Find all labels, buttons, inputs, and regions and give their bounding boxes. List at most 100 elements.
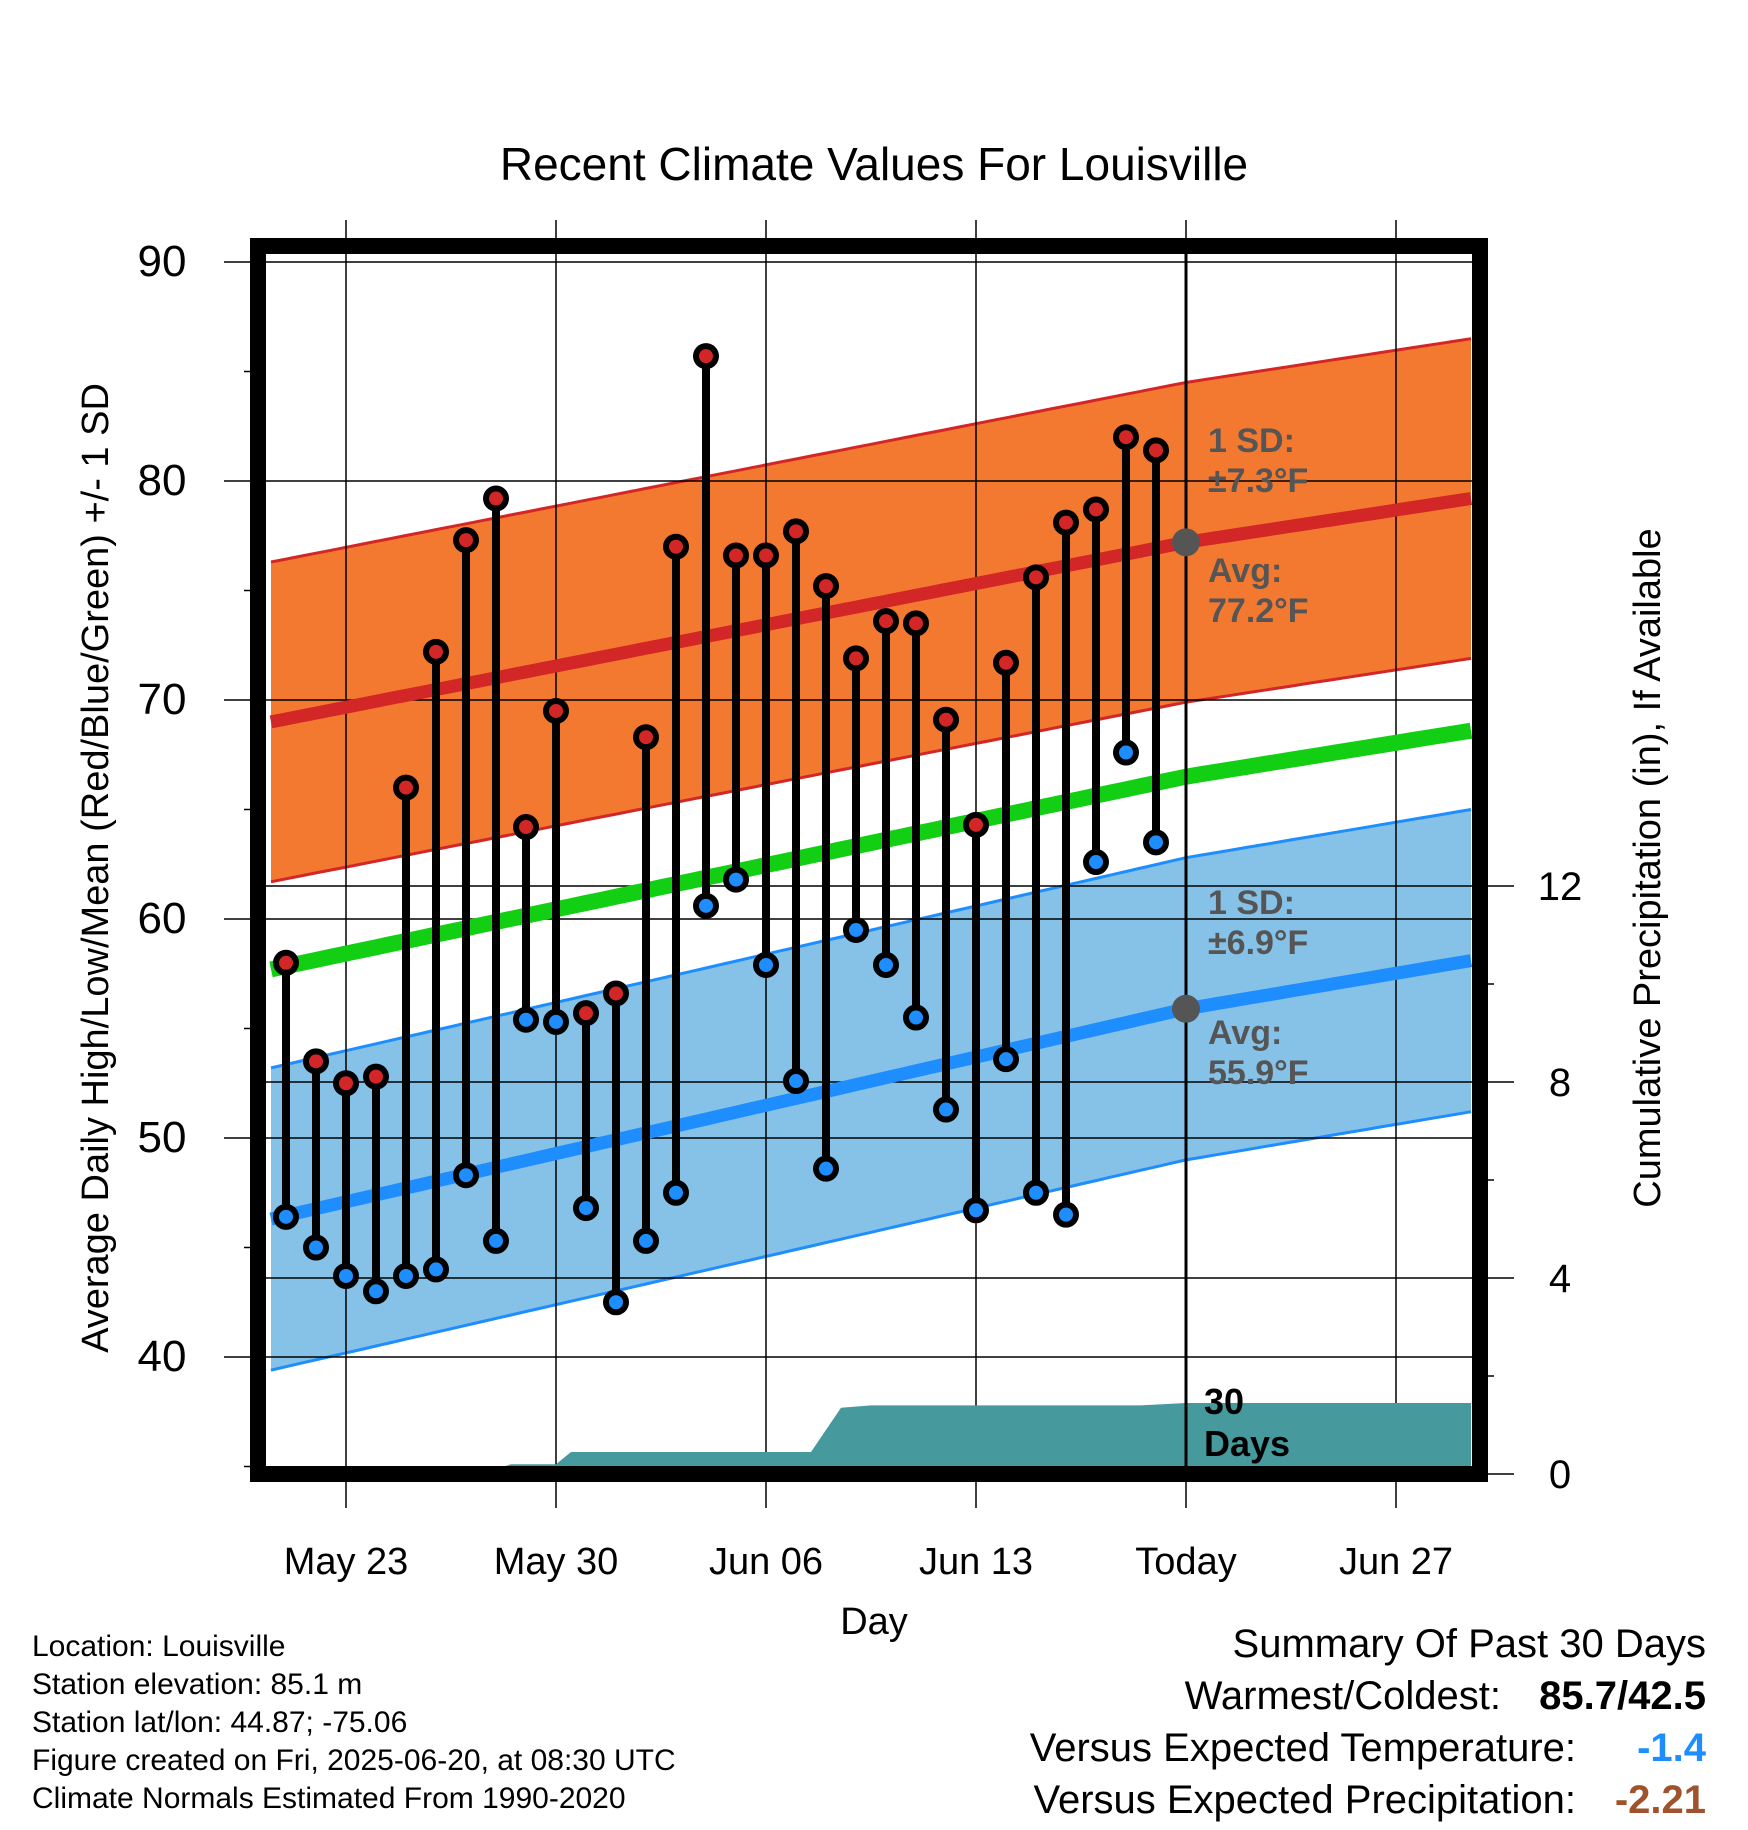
y2-tick-label-12: 12 <box>1538 865 1583 909</box>
low-point-10 <box>573 1195 599 1222</box>
low-point-15 <box>723 866 749 893</box>
high-point-12 <box>633 724 659 751</box>
low-sd-band <box>271 809 1471 1371</box>
daily-series <box>273 343 1200 1316</box>
low-point-8 <box>513 1006 539 1033</box>
high-point-9 <box>543 697 569 724</box>
low-point-16 <box>753 951 779 978</box>
x-tick-label-jun-27: Jun 27 <box>1339 1541 1453 1583</box>
high-point-22 <box>933 706 959 733</box>
info-elevation: Station elevation: 85.1 m <box>32 1668 363 1701</box>
plot-border <box>250 238 1488 1482</box>
y-tick-label-90: 90 <box>138 237 187 286</box>
high-point-28 <box>1113 424 1139 451</box>
annotation-low-sd-label: 1 SD: <box>1208 884 1295 922</box>
station-info: Location: Louisville Station elevation: … <box>32 1628 676 1818</box>
low-point-27 <box>1083 849 1109 876</box>
temp-label: Versus Expected Temperature: <box>1029 1726 1576 1770</box>
high-point-29 <box>1143 437 1169 464</box>
low-point-19 <box>843 916 869 943</box>
low-point-4 <box>393 1262 419 1289</box>
high-point-15 <box>723 542 749 569</box>
annotation-high-sd-value: ±7.3°F <box>1208 462 1308 500</box>
annotation-low-avg-value: 55.9°F <box>1208 1054 1309 1092</box>
plot-frame <box>250 238 1488 1482</box>
cumulative-precip-area <box>481 1403 1471 1474</box>
summary-warm-cold: Warmest/Coldest: 85.7/42.5 <box>1185 1674 1706 1726</box>
high-point-6 <box>453 527 479 554</box>
high-band-upper-edge <box>270 337 1472 564</box>
low-point-11 <box>603 1289 629 1316</box>
high-point-18 <box>813 573 839 600</box>
normal-mean-line <box>269 722 1473 978</box>
today-low-normal-marker <box>1172 994 1200 1023</box>
low-point-26 <box>1053 1201 1079 1228</box>
high-point-21 <box>903 610 929 637</box>
low-point-14 <box>693 892 719 919</box>
low-point-3 <box>363 1278 389 1305</box>
normal-high-line <box>269 492 1472 729</box>
today-high-normal-marker <box>1172 528 1200 557</box>
low-point-28 <box>1113 739 1139 766</box>
low-point-7 <box>483 1227 509 1254</box>
high-point-23 <box>963 811 989 838</box>
summary-panel: Summary Of Past 30 Days Warmest/Coldest:… <box>1030 1622 1706 1830</box>
warm-cold-label: Warmest/Coldest: <box>1184 1674 1501 1718</box>
low-point-6 <box>453 1162 479 1189</box>
x-tick-label-jun-06: Jun 06 <box>709 1541 823 1583</box>
high-band-lower-edge <box>270 656 1472 884</box>
low-point-5 <box>423 1256 449 1283</box>
y-axis-label-left: Average Daily High/Low/Mean (Red/Blue/Gr… <box>75 383 117 1353</box>
summary-precip: Versus Expected Precipitation: -2.21 <box>1033 1778 1706 1830</box>
info-normals: Climate Normals Estimated From 1990-2020 <box>32 1782 626 1815</box>
axes: 40 50 60 70 80 90 0 4 8 12 May 23 May 30 Jun 06 Jun 1… <box>138 237 1583 1583</box>
low-point-21 <box>903 1004 929 1031</box>
low-point-24 <box>993 1046 1019 1073</box>
low-point-2 <box>333 1262 359 1289</box>
y-tick-label-70: 70 <box>138 675 187 724</box>
high-point-8 <box>513 814 539 841</box>
high-point-13 <box>663 533 689 560</box>
high-point-0 <box>273 949 299 976</box>
precip-value: -2.21 <box>1614 1778 1706 1822</box>
high-point-20 <box>873 608 899 635</box>
high-point-1 <box>303 1048 329 1075</box>
low-point-20 <box>873 951 899 978</box>
high-point-10 <box>573 1000 599 1027</box>
annotation-days-label: Days <box>1204 1423 1290 1464</box>
x-tick-label-today: Today <box>1135 1541 1236 1583</box>
y-tick-label-60: 60 <box>138 894 187 943</box>
high-point-14 <box>693 343 719 370</box>
chart-title: Recent Climate Values For Louisville <box>500 138 1248 190</box>
warm-cold-value: 85.7/42.5 <box>1539 1674 1706 1718</box>
low-point-22 <box>933 1096 959 1123</box>
precip-label: Versus Expected Precipitation: <box>1033 1778 1576 1822</box>
annotation-high-sd-label: 1 SD: <box>1208 422 1295 460</box>
low-point-18 <box>813 1155 839 1182</box>
annotation-high-avg-label: Avg: <box>1208 552 1282 590</box>
high-point-11 <box>603 980 629 1007</box>
low-point-12 <box>633 1227 659 1254</box>
info-location: Location: Louisville <box>32 1630 286 1663</box>
x-tick-label-may-23: May 23 <box>284 1541 409 1583</box>
low-point-17 <box>783 1068 809 1095</box>
low-point-0 <box>273 1203 299 1230</box>
high-point-4 <box>393 774 419 801</box>
precip-area <box>481 1403 1471 1474</box>
high-point-25 <box>1023 564 1049 591</box>
info-latlon: Station lat/lon: 44.87; -75.06 <box>32 1706 408 1739</box>
low-point-13 <box>663 1179 689 1206</box>
summary-heading: Summary Of Past 30 Days <box>1232 1622 1706 1666</box>
y-tick-label-40: 40 <box>138 1332 187 1381</box>
temp-value: -1.4 <box>1637 1726 1706 1770</box>
high-point-19 <box>843 645 869 672</box>
high-point-17 <box>783 518 809 545</box>
y-tick-label-80: 80 <box>138 456 187 505</box>
normal-lines <box>269 240 1473 1474</box>
summary-temp: Versus Expected Temperature: -1.4 <box>1030 1726 1706 1778</box>
y2-tick-label-0: 0 <box>1549 1453 1571 1497</box>
annotation-low-avg-label: Avg: <box>1208 1014 1282 1052</box>
x-axis-label: Day <box>840 1601 908 1643</box>
